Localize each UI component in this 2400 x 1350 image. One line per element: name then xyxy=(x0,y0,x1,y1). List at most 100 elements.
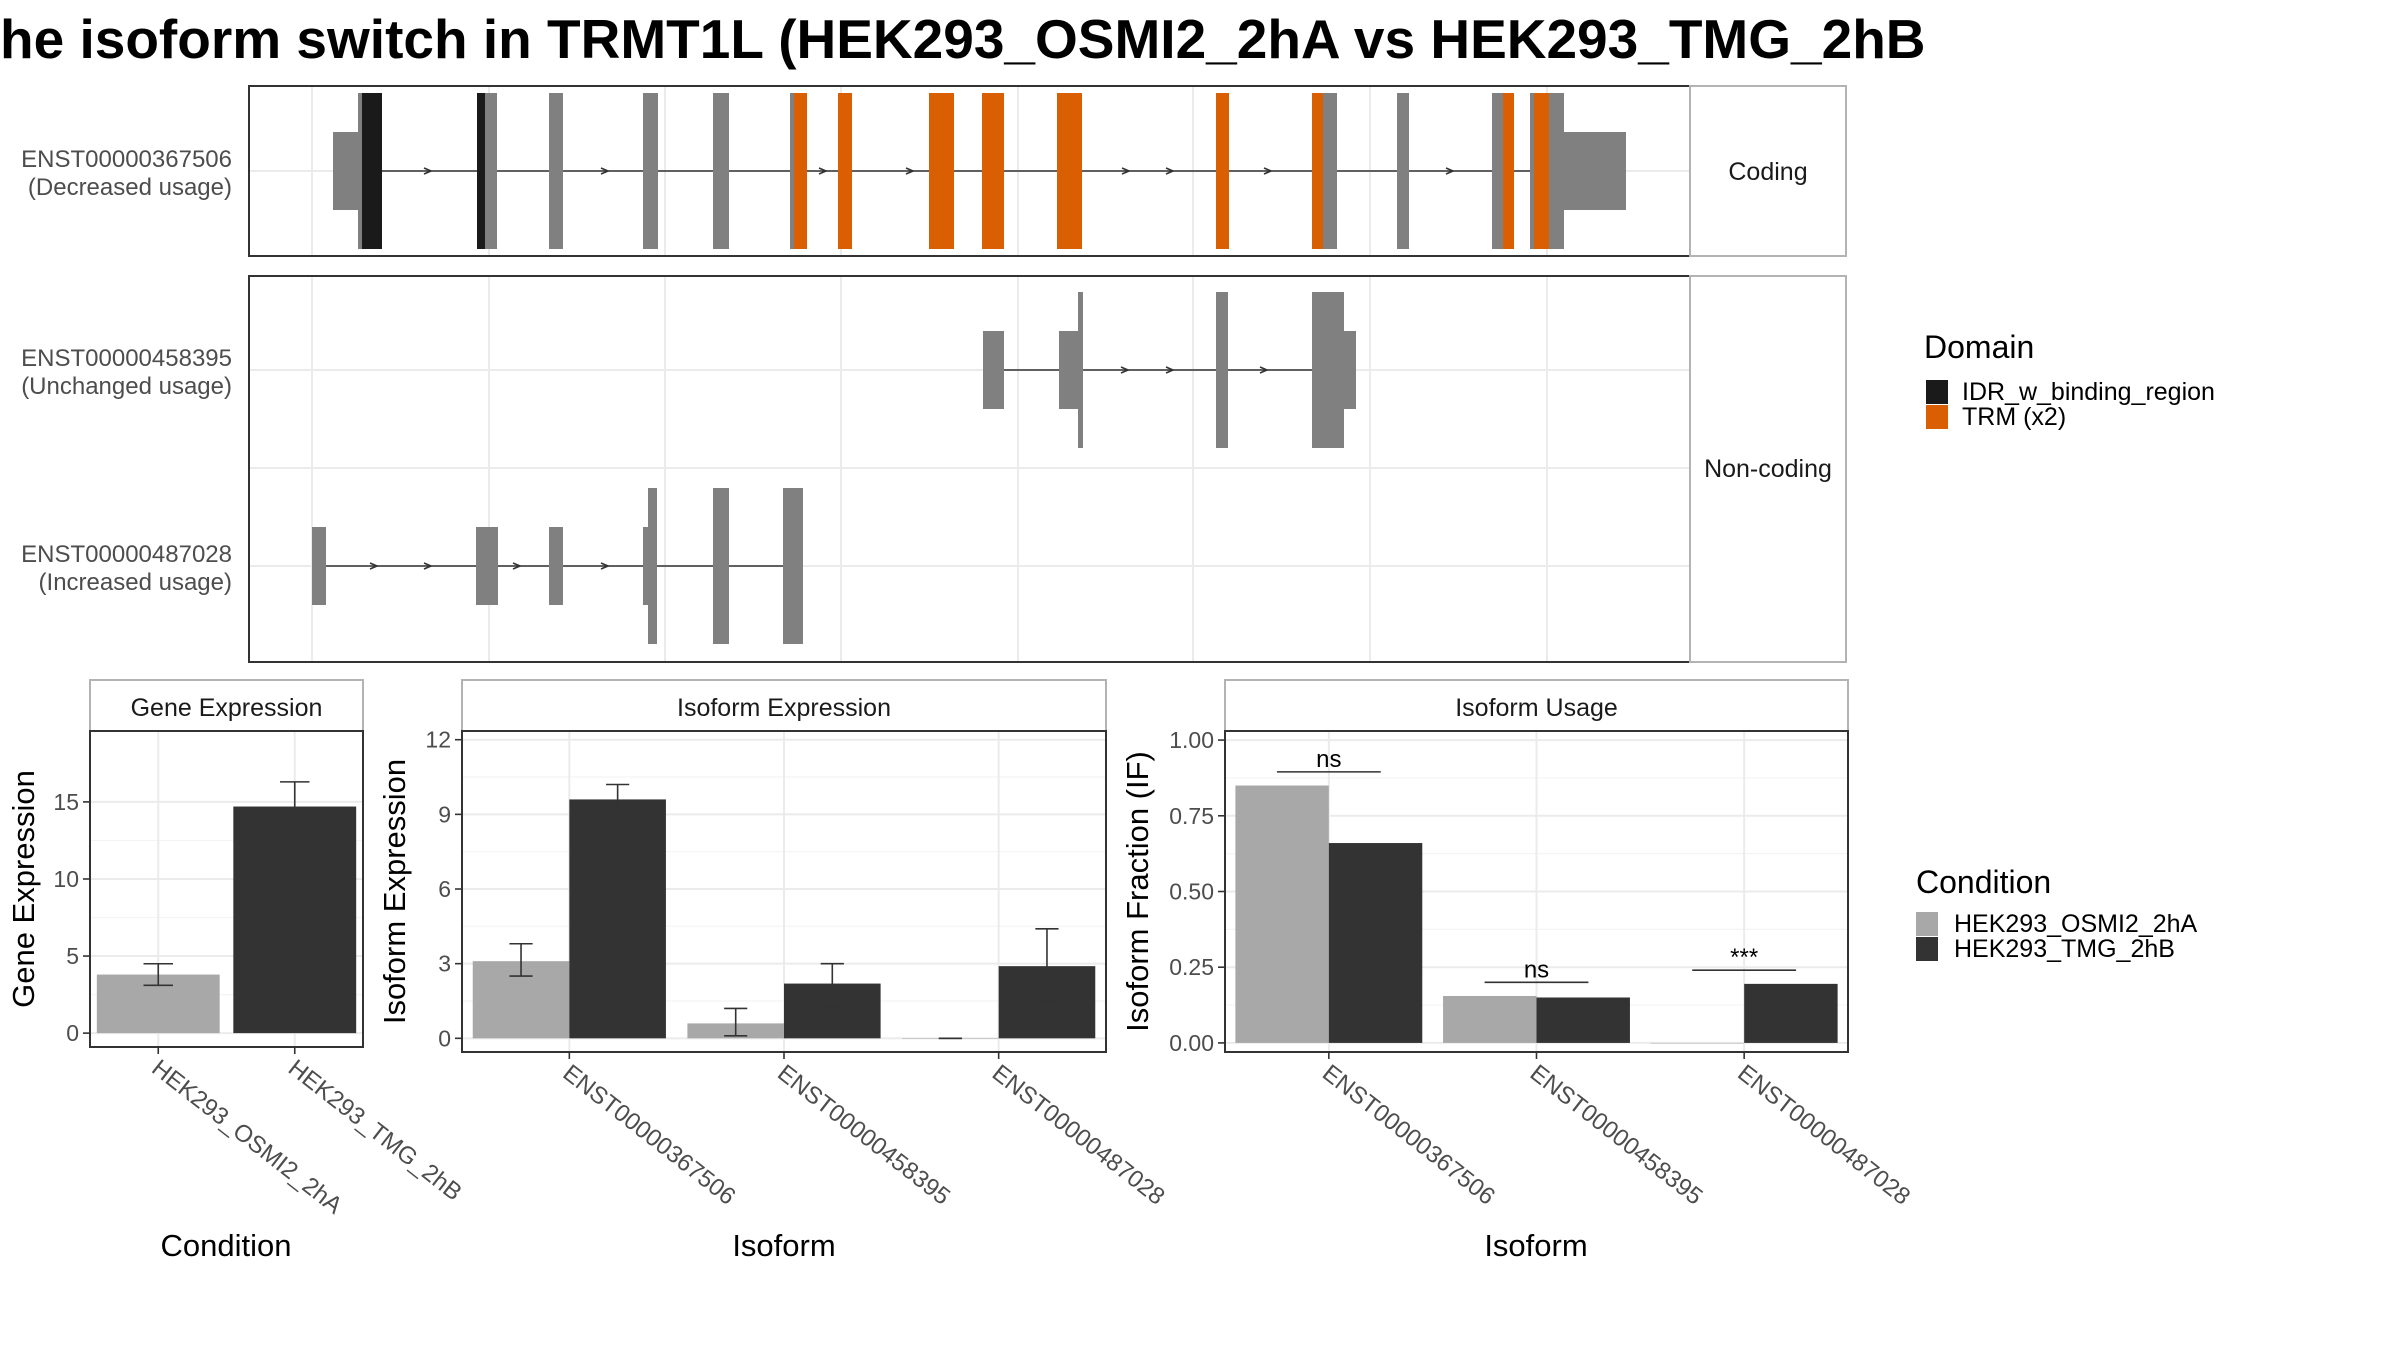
strand-arrow xyxy=(1165,167,1176,175)
y-tick-label: 0.75 xyxy=(1169,803,1214,829)
trm-domain xyxy=(838,93,852,249)
x-axis-label: Condition xyxy=(161,1228,292,1263)
exon xyxy=(1059,331,1082,409)
legend-label: HEK293_OSMI2_2hA xyxy=(1954,910,2198,938)
facet-strip xyxy=(1689,85,1847,257)
exon xyxy=(1492,93,1503,249)
exon xyxy=(485,93,497,249)
strand-arrow xyxy=(600,562,611,570)
x-tick-label: ENST00000458395 xyxy=(1525,1059,1708,1210)
exon xyxy=(1216,292,1228,448)
strand-arrow xyxy=(1165,366,1176,374)
strand-arrow xyxy=(1263,167,1274,175)
facet-label-noncoding: Non-coding xyxy=(1704,455,1832,483)
bar xyxy=(1443,995,1537,1043)
trm-domain xyxy=(1503,93,1514,249)
y-tick-label: 6 xyxy=(438,876,451,902)
y-tick-label: 0.00 xyxy=(1169,1030,1214,1056)
x-tick-label: ENST00000487028 xyxy=(1732,1059,1915,1210)
facet-strip xyxy=(1689,275,1847,663)
exon xyxy=(1549,93,1564,249)
exon xyxy=(1342,331,1356,409)
transcript-usage-label: (Decreased usage) xyxy=(28,174,232,201)
idr-domain xyxy=(477,93,485,249)
bar xyxy=(233,806,357,1034)
strand-arrow xyxy=(1121,167,1132,175)
y-tick-label: 15 xyxy=(53,789,79,815)
bar xyxy=(1235,785,1329,1043)
strand-arrow xyxy=(905,167,916,175)
exon xyxy=(1312,292,1344,448)
transcript-id-label: ENST00000458395 xyxy=(21,345,232,372)
y-tick-label: 0.25 xyxy=(1169,954,1214,980)
y-tick-label: 0.50 xyxy=(1169,879,1214,905)
legend-swatch xyxy=(1916,912,1938,936)
x-tick-label: ENST00000367506 xyxy=(558,1059,741,1210)
exon xyxy=(549,527,563,605)
transcript-usage-label: (Increased usage) xyxy=(39,569,232,596)
chart-panel: Isoform Usage ns ns *** 0.00 0.25 0.50 0.75 1.00… xyxy=(1120,679,1915,1263)
utr-exon xyxy=(333,132,359,210)
strand-arrow xyxy=(1259,366,1270,374)
exon xyxy=(790,93,794,249)
trm-domain xyxy=(1534,93,1549,249)
y-tick-label: 0 xyxy=(438,1025,451,1051)
chart-title: Isoform Usage xyxy=(1455,694,1618,722)
y-axis-label: Isoform Expression xyxy=(377,759,412,1024)
y-axis-label: Isoform Fraction (IF) xyxy=(1120,751,1155,1032)
expression-charts: Gene Expression051015HEK293_OSMI2_2hAHEK… xyxy=(6,679,1915,1263)
x-tick-label: ENST00000487028 xyxy=(987,1059,1170,1210)
significance-label: ns xyxy=(1316,746,1341,773)
transcript-id-label: ENST00000367506 xyxy=(21,146,232,173)
x-axis-label: Isoform xyxy=(732,1228,835,1263)
exon xyxy=(1078,292,1083,448)
exon xyxy=(643,93,658,249)
exon xyxy=(549,93,563,249)
exon xyxy=(713,93,729,249)
legend-swatch xyxy=(1926,380,1948,404)
transcript-ENST00000458395 xyxy=(983,292,1356,448)
transcript-ENST00000487028 xyxy=(312,488,803,644)
trm-domain xyxy=(1216,93,1229,249)
y-tick-label: 12 xyxy=(425,727,451,753)
transcript-usage-label: (Unchanged usage) xyxy=(21,373,232,400)
y-tick-label: 9 xyxy=(438,801,451,827)
bar xyxy=(1536,997,1630,1043)
exon xyxy=(648,488,657,644)
strand-arrow xyxy=(818,167,829,175)
x-tick-label: ENST00000458395 xyxy=(772,1059,955,1210)
significance-label: ns xyxy=(1524,956,1549,983)
strand-arrow xyxy=(1120,366,1131,374)
legend-swatch xyxy=(1916,937,1938,961)
y-tick-label: 5 xyxy=(66,943,79,969)
strand-arrow xyxy=(423,167,434,175)
y-tick-label: 1.00 xyxy=(1169,727,1214,753)
exon xyxy=(983,331,1004,409)
strand-arrow xyxy=(600,167,611,175)
exon xyxy=(783,488,803,644)
chart-strip xyxy=(1224,679,1849,732)
exon xyxy=(1530,93,1534,249)
bar xyxy=(1650,1042,1745,1044)
bar xyxy=(1328,843,1423,1043)
exon xyxy=(713,488,729,644)
chart-title: Isoform Expression xyxy=(677,694,891,722)
y-axis-label: Gene Expression xyxy=(6,770,41,1008)
exon xyxy=(476,527,498,605)
bar xyxy=(569,799,666,1039)
exon xyxy=(643,527,651,605)
noncoding-facet xyxy=(248,275,1691,663)
facet-label-coding: Coding xyxy=(1728,158,1807,186)
panel-border xyxy=(89,730,364,1048)
figure-title: he isoform switch in TRMT1L (HEK293_OSMI… xyxy=(0,8,1926,70)
chart-strip xyxy=(89,679,364,732)
utr-exon xyxy=(1564,132,1626,210)
domain-legend-title: Domain xyxy=(1924,329,2034,365)
trm-domain xyxy=(794,93,807,249)
idr-domain xyxy=(362,93,382,249)
bar xyxy=(1744,983,1838,1043)
